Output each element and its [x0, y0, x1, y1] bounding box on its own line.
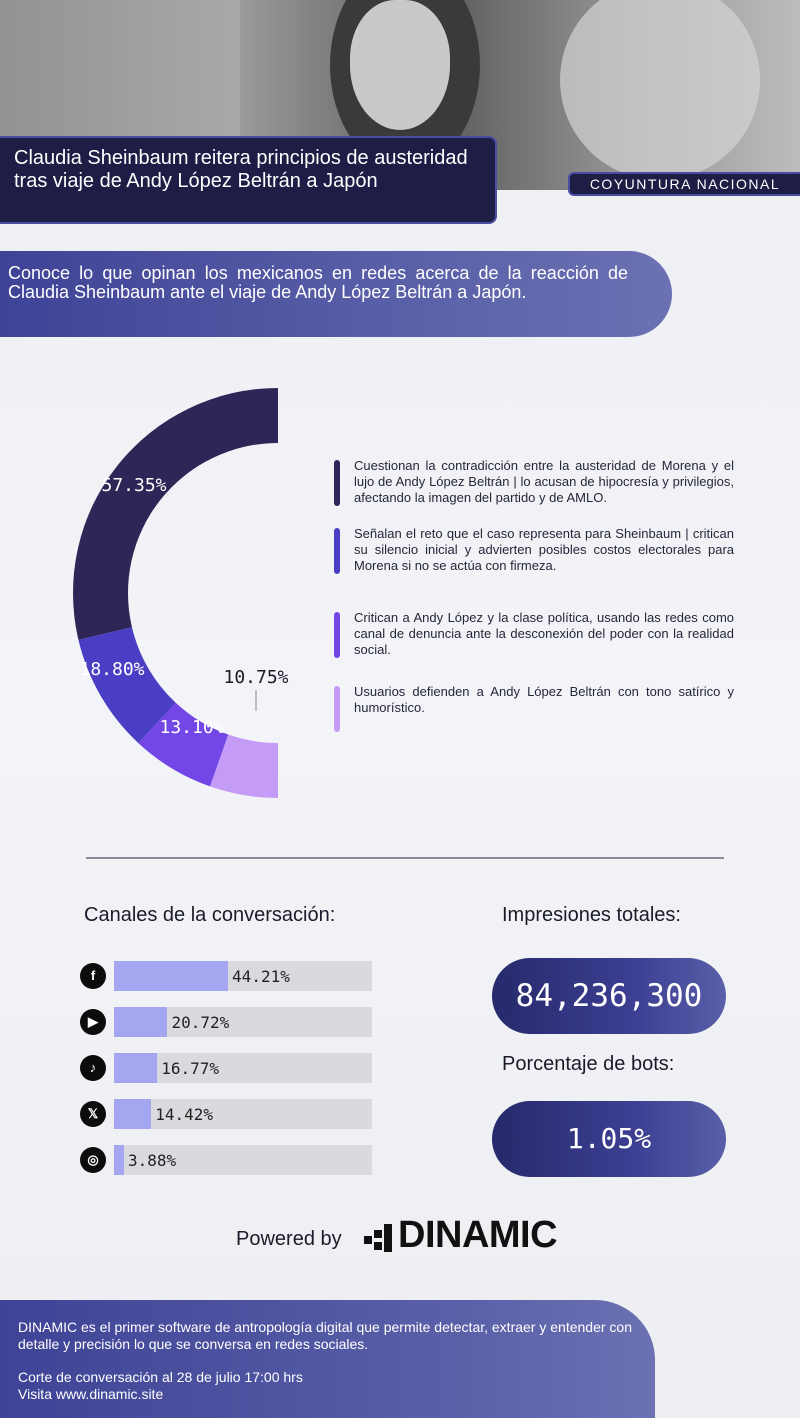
dinamic-brand: DINAMIC — [398, 1214, 558, 1256]
chart-legend: Cuestionan la contradicción entre la aus… — [334, 458, 734, 732]
footer-description: DINAMIC es el primer software de antropo… — [18, 1319, 632, 1352]
channel-bar-track: 16.77% — [114, 1053, 372, 1083]
footer-site-link[interactable]: Visita www.dinamic.site — [18, 1386, 164, 1402]
page-title: Claudia Sheinbaum reitera principios de … — [0, 136, 497, 224]
legend-swatch — [334, 686, 340, 732]
impressions-label: Impresiones totales: — [502, 904, 681, 926]
bots-value: 1.05% — [492, 1101, 726, 1177]
legend-label: Usuarios defienden a Andy López Beltrán … — [354, 684, 734, 715]
legend-item: Usuarios defienden a Andy López Beltrán … — [334, 684, 734, 732]
channel-bar-track: 20.72% — [114, 1007, 372, 1037]
channel-value-label: 20.72% — [171, 1013, 230, 1032]
x-icon: 𝕏 — [80, 1101, 106, 1127]
channel-value-label: 3.88% — [128, 1151, 177, 1170]
legend-item: Cuestionan la contradicción entre la aus… — [334, 458, 734, 506]
donut-slice — [210, 734, 278, 798]
powered-by-label: Powered by — [236, 1228, 342, 1250]
legend-swatch — [334, 528, 340, 574]
sentiment-donut-chart: 57.35% 18.80% 13.10% 10.75% — [72, 388, 289, 798]
channel-value-label: 14.42% — [155, 1105, 213, 1124]
footer: DINAMIC es el primer software de antropo… — [0, 1300, 655, 1418]
legend-item: Critican a Andy López y la clase polític… — [334, 610, 734, 658]
channels-title: Canales de la conversación: — [84, 904, 336, 926]
donut-slice — [78, 627, 176, 744]
tiktok-icon: ♪ — [80, 1055, 106, 1081]
legend-swatch — [334, 612, 340, 658]
facebook-icon: f — [80, 963, 106, 989]
channel-value-label: 44.21% — [232, 967, 290, 986]
donut-value-label: 57.35% — [101, 475, 166, 496]
legend-swatch — [334, 460, 340, 506]
powered-by: Powered by DINAMIC — [236, 1214, 616, 1260]
channel-bar — [114, 1145, 124, 1175]
footer-cutoff: Corte de conversación al 28 de julio 17:… — [18, 1369, 303, 1385]
photo-face — [350, 0, 450, 130]
channel-row: ▶ 20.72% — [80, 1007, 380, 1037]
photo-background — [0, 0, 240, 140]
channel-row: ♪ 16.77% — [80, 1053, 380, 1083]
intro-text: Conoce lo que opinan los mexicanos en re… — [0, 251, 672, 337]
legend-label: Señalan el reto que el caso representa p… — [354, 526, 734, 573]
hero-photo — [0, 0, 800, 190]
channel-bar — [114, 961, 229, 991]
channel-bar — [114, 1099, 152, 1129]
legend-item: Señalan el reto que el caso representa p… — [334, 526, 734, 574]
donut-value-label: 13.10% — [159, 717, 224, 738]
legend-label: Cuestionan la contradicción entre la aus… — [354, 458, 734, 505]
divider — [86, 857, 724, 859]
dinamic-logo-icon — [364, 1224, 392, 1252]
channel-row: ◎ 3.88% — [80, 1145, 380, 1175]
impressions-value: 84,236,300 — [492, 958, 726, 1034]
donut-value-label: 10.75% — [223, 667, 288, 688]
photo-background — [560, 0, 760, 180]
bots-label: Porcentaje de bots: — [502, 1053, 675, 1075]
channel-bar-track: 3.88% — [114, 1145, 372, 1175]
channel-row: f 44.21% — [80, 961, 380, 991]
channel-row: 𝕏 14.42% — [80, 1099, 380, 1129]
section-tag: COYUNTURA NACIONAL — [568, 172, 800, 196]
instagram-icon: ◎ — [80, 1147, 106, 1173]
channel-bar-track: 14.42% — [114, 1099, 372, 1129]
youtube-icon: ▶ — [80, 1009, 106, 1035]
donut-value-label: 18.80% — [79, 659, 144, 680]
donut-slice — [138, 702, 229, 787]
legend-label: Critican a Andy López y la clase polític… — [354, 610, 734, 657]
channel-bar — [114, 1053, 158, 1083]
channel-value-label: 16.77% — [161, 1059, 220, 1078]
channel-bar-track: 44.21% — [114, 961, 372, 991]
donut-slice — [72, 388, 278, 640]
channel-bar — [114, 1007, 168, 1037]
